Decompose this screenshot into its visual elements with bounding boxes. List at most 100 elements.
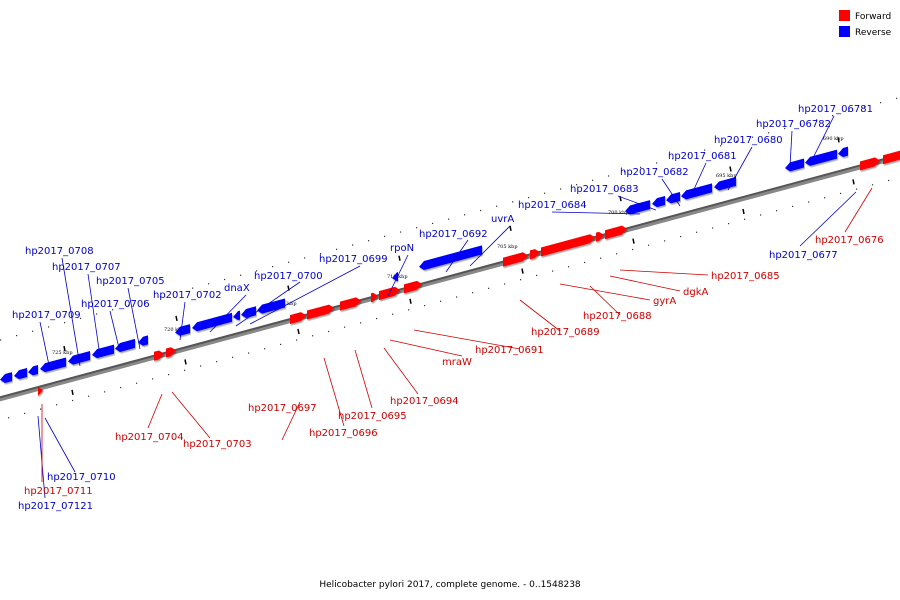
scale-dot bbox=[792, 205, 794, 207]
scale-dot bbox=[784, 127, 786, 130]
gene-label[interactable]: hp2017_0708 bbox=[25, 246, 94, 257]
gene-label[interactable]: hp2017_07121 bbox=[18, 501, 93, 512]
tick-label-695: 695 kbp bbox=[716, 173, 737, 179]
gene-label[interactable]: hp2017_0711 bbox=[24, 486, 93, 497]
reverse-genes bbox=[0, 146, 848, 383]
forward-gene-arrow bbox=[307, 304, 334, 320]
gene-label[interactable]: hp2017_06781 bbox=[798, 104, 873, 115]
leader-line bbox=[61, 257, 81, 367]
legend-forward-swatch bbox=[839, 10, 850, 21]
gene-label[interactable]: hp2017_0692 bbox=[419, 229, 488, 240]
scale-dot bbox=[728, 223, 730, 225]
gene-label[interactable]: hp2017_0697 bbox=[248, 403, 317, 414]
tick-label-705: 705 kbp bbox=[497, 244, 518, 250]
gene-label[interactable]: hp2017_0700 bbox=[254, 271, 323, 282]
scale-dot bbox=[392, 313, 394, 315]
gene-label[interactable]: hp2017_0680 bbox=[714, 135, 783, 146]
gene-label[interactable]: mraW bbox=[442, 357, 472, 368]
gene-label[interactable]: hp2017_0684 bbox=[518, 200, 587, 211]
tick-mark bbox=[184, 359, 187, 365]
scale-dot bbox=[376, 317, 378, 320]
legend-forward-label: Forward bbox=[855, 12, 891, 22]
tick-mark bbox=[63, 345, 66, 352]
reverse-gene-arrow bbox=[40, 357, 66, 373]
reverse-gene-arrow bbox=[838, 146, 848, 158]
gene-label[interactable]: hp2017_0682 bbox=[620, 167, 689, 178]
scale-dot bbox=[352, 244, 354, 246]
leader-line bbox=[37, 415, 46, 499]
gene-label[interactable]: uvrA bbox=[491, 214, 514, 225]
gene-label[interactable]: hp2017_0677 bbox=[769, 250, 838, 261]
scale-dot bbox=[296, 339, 298, 341]
leader-line bbox=[609, 275, 681, 292]
leader-line bbox=[551, 211, 641, 215]
scale-dot bbox=[288, 261, 290, 263]
forward-gene-arrow bbox=[605, 225, 627, 240]
scale-dot bbox=[440, 300, 442, 302]
gene-label[interactable]: hp2017_0706 bbox=[81, 299, 150, 310]
reverse-gene-arrow bbox=[419, 245, 482, 270]
gene-label[interactable]: hp2017_0699 bbox=[319, 254, 388, 265]
leader-line bbox=[387, 254, 409, 297]
scale-dot bbox=[160, 296, 162, 298]
legend-reverse-label: Reverse bbox=[855, 28, 892, 38]
gene-label[interactable]: hp2017_0707 bbox=[52, 262, 121, 273]
reverse-gene-labels: hp2017_0708 hp2017_0707 hp2017_0705 hp20… bbox=[12, 104, 873, 512]
scale-dot bbox=[312, 335, 314, 337]
gene-label[interactable]: gyrA bbox=[653, 296, 676, 307]
gene-label[interactable]: hp2017_0694 bbox=[390, 396, 459, 407]
gene-label[interactable]: hp2017_0695 bbox=[338, 411, 407, 422]
gene-label[interactable]: hp2017_06782 bbox=[756, 119, 831, 130]
gene-label[interactable]: hp2017_0676 bbox=[815, 235, 884, 246]
leader-line bbox=[811, 115, 835, 161]
gene-label[interactable]: hp2017_0688 bbox=[583, 311, 652, 322]
reverse-gene-arrow bbox=[666, 191, 680, 204]
scale-dot bbox=[216, 361, 218, 363]
gene-label[interactable]: hp2017_0703 bbox=[183, 439, 252, 450]
reverse-gene-arrow bbox=[175, 324, 190, 336]
forward-gene-arrow bbox=[541, 234, 595, 257]
forward-gene-arrow bbox=[371, 292, 378, 303]
scale-dot bbox=[184, 369, 186, 371]
scale-dot bbox=[632, 248, 634, 251]
scale-dot bbox=[544, 192, 546, 194]
scale-dot bbox=[768, 132, 770, 134]
scale-dot bbox=[104, 391, 106, 393]
tick-mark bbox=[175, 315, 178, 322]
gene-label[interactable]: rpoN bbox=[390, 243, 414, 254]
gene-label[interactable]: hp2017_0683 bbox=[570, 184, 639, 195]
gene-label[interactable]: dgkA bbox=[683, 287, 708, 298]
gene-label[interactable]: hp2017_0709 bbox=[12, 310, 81, 321]
reverse-gene-arrow bbox=[257, 298, 285, 314]
gene-label[interactable]: hp2017_0710 bbox=[47, 472, 116, 483]
scale-dot bbox=[448, 218, 450, 220]
scale-dot bbox=[264, 348, 266, 350]
gene-label[interactable]: hp2017_0689 bbox=[531, 327, 600, 338]
forward-gene-arrow bbox=[530, 249, 540, 260]
scale-dot bbox=[896, 97, 898, 99]
gene-label[interactable]: dnaX bbox=[224, 283, 250, 294]
kbp-tick-labels: 725 kbp 720 kbp 715 kbp 710 kbp 705 kbp … bbox=[52, 136, 844, 356]
scale-dot bbox=[192, 287, 194, 289]
scale-dot bbox=[840, 192, 842, 195]
tick-mark bbox=[509, 225, 512, 231]
gene-label[interactable]: hp2017_0705 bbox=[96, 276, 165, 287]
scale-dot bbox=[712, 227, 714, 229]
scale-dot bbox=[752, 136, 754, 138]
scale-dot bbox=[560, 188, 562, 190]
reverse-gene-arrow bbox=[192, 312, 232, 332]
gene-label[interactable]: hp2017_0685 bbox=[711, 271, 780, 282]
gene-label[interactable]: hp2017_0681 bbox=[668, 151, 737, 162]
leader-line bbox=[127, 287, 141, 350]
gene-label[interactable]: hp2017_0696 bbox=[309, 428, 378, 439]
gene-label[interactable]: hp2017_0702 bbox=[153, 290, 222, 301]
gene-label[interactable]: hp2017_0691 bbox=[475, 345, 544, 356]
scale-dot bbox=[416, 227, 418, 229]
scale-dot bbox=[624, 171, 626, 173]
scale-dot bbox=[400, 231, 402, 233]
scale-dot bbox=[408, 309, 410, 311]
scale-dot bbox=[24, 412, 26, 415]
scale-dot bbox=[168, 374, 170, 376]
gene-label[interactable]: hp2017_0704 bbox=[115, 432, 184, 443]
